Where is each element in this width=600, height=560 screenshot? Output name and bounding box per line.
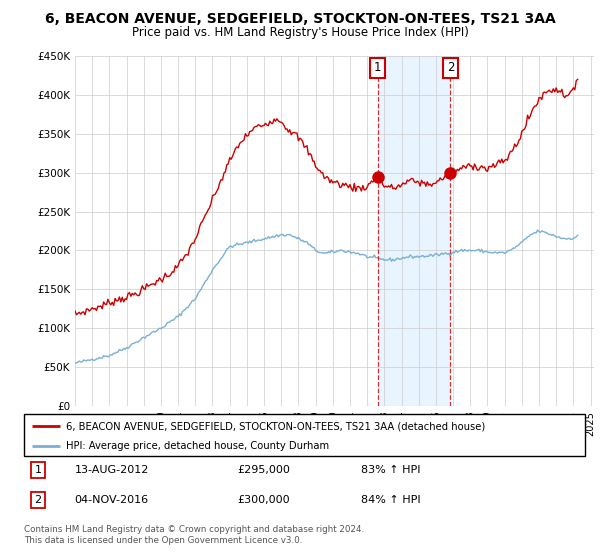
- Text: Price paid vs. HM Land Registry's House Price Index (HPI): Price paid vs. HM Land Registry's House …: [131, 26, 469, 39]
- Text: 84% ↑ HPI: 84% ↑ HPI: [361, 495, 420, 505]
- Text: 2: 2: [446, 61, 454, 74]
- Text: 2: 2: [34, 495, 41, 505]
- Text: 83% ↑ HPI: 83% ↑ HPI: [361, 465, 420, 475]
- Text: £295,000: £295,000: [237, 465, 290, 475]
- Text: 1: 1: [35, 465, 41, 475]
- Text: 04-NOV-2016: 04-NOV-2016: [74, 495, 149, 505]
- Text: 13-AUG-2012: 13-AUG-2012: [74, 465, 149, 475]
- Text: Contains HM Land Registry data © Crown copyright and database right 2024.
This d: Contains HM Land Registry data © Crown c…: [24, 525, 364, 545]
- Text: £300,000: £300,000: [237, 495, 290, 505]
- Text: 6, BEACON AVENUE, SEDGEFIELD, STOCKTON-ON-TEES, TS21 3AA (detached house): 6, BEACON AVENUE, SEDGEFIELD, STOCKTON-O…: [66, 421, 485, 431]
- Text: HPI: Average price, detached house, County Durham: HPI: Average price, detached house, Coun…: [66, 441, 329, 451]
- Text: 1: 1: [374, 61, 382, 74]
- Text: 6, BEACON AVENUE, SEDGEFIELD, STOCKTON-ON-TEES, TS21 3AA: 6, BEACON AVENUE, SEDGEFIELD, STOCKTON-O…: [44, 12, 556, 26]
- Bar: [378, 56, 451, 406]
